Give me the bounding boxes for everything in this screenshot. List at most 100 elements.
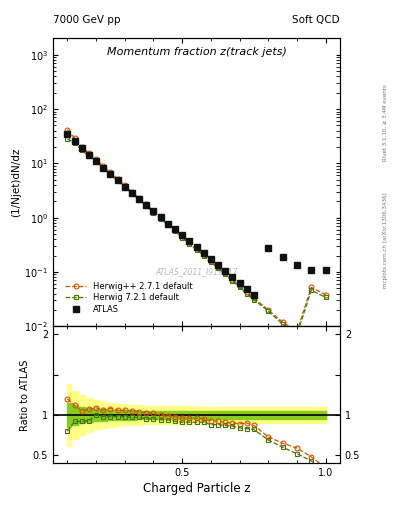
Herwig++ 2.7.1 default bbox=[72, 135, 77, 141]
Herwig 7.2.1 default bbox=[144, 203, 149, 209]
Herwig++ 2.7.1 default bbox=[65, 126, 70, 133]
Herwig++ 2.7.1 default bbox=[144, 201, 149, 207]
Herwig 7.2.1 default bbox=[223, 271, 228, 278]
ATLAS bbox=[187, 239, 192, 245]
Line: Herwig++ 2.7.1 default: Herwig++ 2.7.1 default bbox=[65, 127, 328, 334]
Herwig++ 2.7.1 default bbox=[108, 169, 113, 176]
Herwig++ 2.7.1 default bbox=[94, 156, 99, 162]
Herwig 7.2.1 default bbox=[323, 294, 328, 301]
Herwig++ 2.7.1 default bbox=[194, 245, 199, 251]
Herwig 7.2.1 default bbox=[108, 172, 113, 178]
Herwig 7.2.1 default bbox=[280, 321, 285, 327]
Herwig++ 2.7.1 default bbox=[223, 270, 228, 276]
Herwig++ 2.7.1 default bbox=[266, 307, 271, 313]
ATLAS bbox=[230, 274, 235, 280]
Herwig++ 2.7.1 default bbox=[130, 189, 134, 195]
Herwig 7.2.1 default bbox=[216, 265, 220, 271]
Herwig 7.2.1 default bbox=[94, 158, 99, 164]
Herwig 7.2.1 default bbox=[266, 308, 271, 314]
Herwig 7.2.1 default bbox=[151, 209, 156, 216]
Herwig 7.2.1 default bbox=[252, 296, 256, 303]
Herwig++ 2.7.1 default bbox=[280, 319, 285, 325]
Herwig++ 2.7.1 default bbox=[101, 163, 106, 169]
ATLAS bbox=[86, 152, 91, 158]
Herwig++ 2.7.1 default bbox=[173, 227, 177, 233]
Herwig++ 2.7.1 default bbox=[252, 295, 256, 301]
Y-axis label: Ratio to ATLAS: Ratio to ATLAS bbox=[20, 359, 30, 431]
Herwig 7.2.1 default bbox=[158, 216, 163, 222]
Text: mcplots.cern.ch [arXiv:1306.3436]: mcplots.cern.ch [arXiv:1306.3436] bbox=[383, 193, 387, 288]
Herwig 7.2.1 default bbox=[309, 287, 314, 293]
Herwig++ 2.7.1 default bbox=[309, 284, 314, 290]
Herwig++ 2.7.1 default bbox=[208, 258, 213, 264]
Herwig 7.2.1 default bbox=[65, 136, 70, 142]
Herwig 7.2.1 default bbox=[295, 332, 299, 338]
Herwig 7.2.1 default bbox=[115, 178, 120, 184]
Herwig 7.2.1 default bbox=[137, 197, 141, 203]
Line: ATLAS: ATLAS bbox=[64, 131, 329, 297]
ATLAS bbox=[72, 138, 77, 144]
ATLAS bbox=[65, 131, 70, 137]
ATLAS bbox=[280, 254, 285, 261]
Herwig 7.2.1 default bbox=[123, 184, 127, 190]
ATLAS bbox=[309, 267, 314, 273]
ATLAS bbox=[201, 250, 206, 257]
Herwig 7.2.1 default bbox=[201, 252, 206, 259]
Herwig 7.2.1 default bbox=[101, 165, 106, 172]
Herwig++ 2.7.1 default bbox=[86, 150, 91, 156]
ATLAS bbox=[194, 244, 199, 250]
ATLAS bbox=[79, 145, 84, 151]
Herwig++ 2.7.1 default bbox=[115, 176, 120, 182]
ATLAS bbox=[180, 232, 185, 239]
ATLAS bbox=[295, 262, 299, 268]
Herwig 7.2.1 default bbox=[130, 190, 134, 197]
Herwig 7.2.1 default bbox=[208, 259, 213, 265]
ATLAS bbox=[130, 190, 134, 196]
Herwig++ 2.7.1 default bbox=[137, 195, 141, 201]
ATLAS bbox=[208, 256, 213, 262]
ATLAS bbox=[252, 292, 256, 298]
Text: ATLAS_2011_I919017: ATLAS_2011_I919017 bbox=[155, 267, 238, 276]
Herwig 7.2.1 default bbox=[180, 234, 185, 241]
ATLAS bbox=[115, 177, 120, 183]
ATLAS bbox=[237, 280, 242, 286]
ATLAS bbox=[94, 158, 99, 164]
Legend: Herwig++ 2.7.1 default, Herwig 7.2.1 default, ATLAS: Herwig++ 2.7.1 default, Herwig 7.2.1 def… bbox=[63, 280, 195, 316]
Herwig++ 2.7.1 default bbox=[79, 144, 84, 150]
Herwig++ 2.7.1 default bbox=[151, 208, 156, 214]
Herwig++ 2.7.1 default bbox=[295, 329, 299, 335]
ATLAS bbox=[108, 171, 113, 177]
Herwig 7.2.1 default bbox=[194, 247, 199, 253]
Text: Rivet 3.1.10, ≥ 3.4M events: Rivet 3.1.10, ≥ 3.4M events bbox=[383, 84, 387, 161]
Y-axis label: (1/Njet)dN/dz: (1/Njet)dN/dz bbox=[11, 147, 22, 217]
Herwig++ 2.7.1 default bbox=[123, 182, 127, 188]
Herwig 7.2.1 default bbox=[230, 278, 235, 284]
Herwig++ 2.7.1 default bbox=[187, 239, 192, 245]
Herwig++ 2.7.1 default bbox=[165, 221, 170, 227]
Herwig 7.2.1 default bbox=[165, 222, 170, 228]
ATLAS bbox=[223, 268, 228, 274]
Herwig++ 2.7.1 default bbox=[230, 276, 235, 283]
ATLAS bbox=[144, 202, 149, 208]
ATLAS bbox=[216, 262, 220, 268]
Text: 7000 GeV pp: 7000 GeV pp bbox=[53, 14, 121, 25]
Herwig 7.2.1 default bbox=[244, 290, 249, 296]
ATLAS bbox=[323, 267, 328, 273]
ATLAS bbox=[137, 196, 141, 202]
Herwig 7.2.1 default bbox=[86, 153, 91, 159]
Herwig 7.2.1 default bbox=[187, 241, 192, 247]
ATLAS bbox=[266, 245, 271, 251]
ATLAS bbox=[158, 215, 163, 221]
Herwig++ 2.7.1 default bbox=[201, 251, 206, 258]
Herwig++ 2.7.1 default bbox=[323, 292, 328, 298]
Line: Herwig 7.2.1 default: Herwig 7.2.1 default bbox=[65, 137, 328, 337]
ATLAS bbox=[151, 208, 156, 215]
Herwig++ 2.7.1 default bbox=[244, 289, 249, 295]
Herwig 7.2.1 default bbox=[173, 228, 177, 234]
ATLAS bbox=[173, 226, 177, 232]
Herwig++ 2.7.1 default bbox=[216, 264, 220, 270]
Text: Momentum fraction z(track jets): Momentum fraction z(track jets) bbox=[107, 47, 286, 57]
X-axis label: Charged Particle z: Charged Particle z bbox=[143, 482, 250, 496]
Herwig++ 2.7.1 default bbox=[158, 215, 163, 221]
ATLAS bbox=[165, 221, 170, 227]
